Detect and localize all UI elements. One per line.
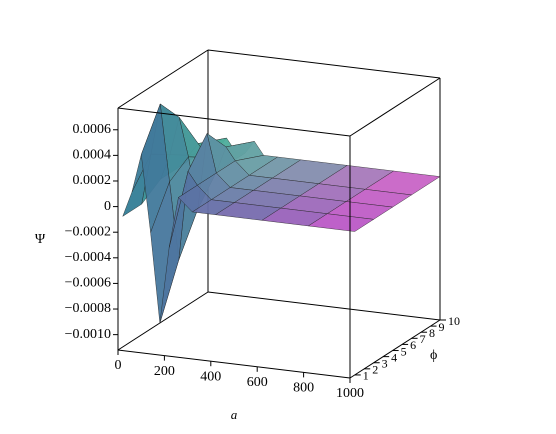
box-edge <box>207 291 441 321</box>
box-edge <box>117 107 351 137</box>
x-tick-label: 400 <box>200 369 221 384</box>
surface-patch <box>307 213 375 232</box>
z-tick-label: 0.0002 <box>73 173 112 188</box>
y-tick-label: 8 <box>429 326 435 340</box>
y-tick-label: 2 <box>372 363 378 377</box>
z-tick-label: −0.0002 <box>65 224 111 239</box>
box-edge <box>349 319 441 379</box>
z-tick-label: −0.0010 <box>65 327 111 342</box>
y-axis-label: ϕ <box>430 348 437 363</box>
box-edge <box>117 49 209 109</box>
box-edge <box>117 291 209 351</box>
x-tick-label: 600 <box>247 375 268 390</box>
y-tick-label: 10 <box>448 314 460 328</box>
z-axis-label: Ψ <box>35 232 46 247</box>
y-tick-label: 4 <box>391 350 397 364</box>
x-tick-label: 200 <box>154 364 175 379</box>
y-tick-label: 3 <box>382 356 388 370</box>
z-tick-label: 0.0006 <box>73 122 112 137</box>
y-tick-label: 5 <box>401 344 407 358</box>
box-edge <box>207 49 441 79</box>
x-axis-label: a <box>231 407 238 422</box>
z-tick-label: −0.0008 <box>65 301 111 316</box>
box-edge <box>117 349 351 379</box>
y-tick-label: 1 <box>363 369 369 383</box>
y-tick-label: 6 <box>410 338 416 352</box>
z-tick-label: 0.0004 <box>73 148 112 163</box>
z-tick-label: −0.0004 <box>65 250 111 265</box>
y-tick-label: 7 <box>420 332 426 346</box>
z-tick-label: 0 <box>104 199 111 214</box>
x-tick-label: 800 <box>293 381 314 396</box>
x-tick-label: 0 <box>115 358 122 373</box>
y-tick-label: 9 <box>439 320 445 334</box>
x-tick-label: 1000 <box>336 386 364 401</box>
z-tick-label: −0.0006 <box>65 276 111 291</box>
box-edge <box>349 77 441 137</box>
